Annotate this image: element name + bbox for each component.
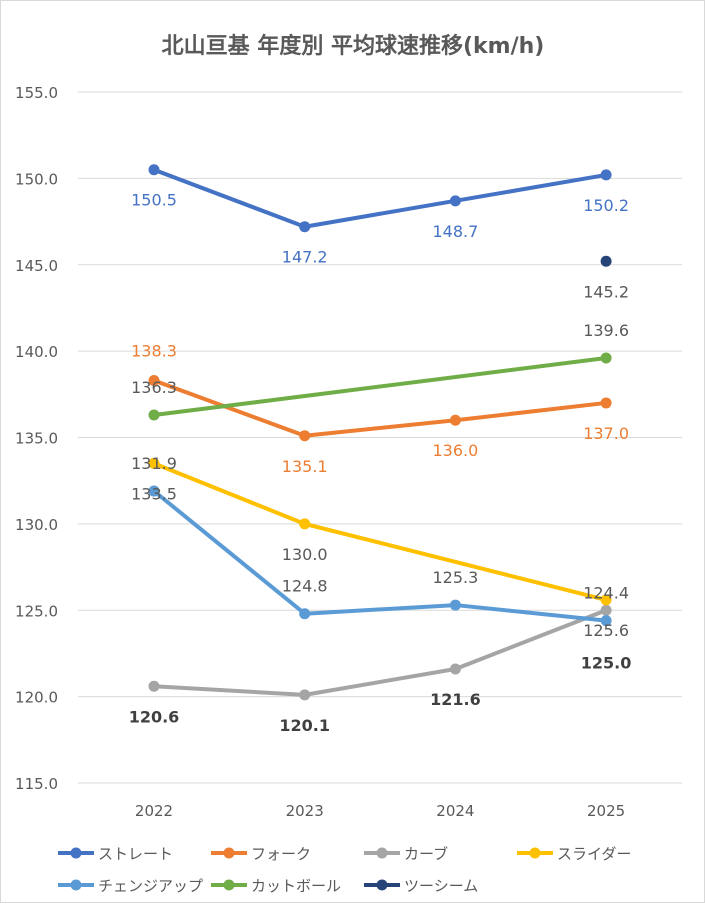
y-tick-label: 120.0 — [15, 689, 58, 707]
data-point — [148, 409, 160, 421]
data-point — [299, 689, 311, 701]
legend-item[interactable]: チェンジアップ — [58, 877, 203, 895]
legend-marker — [70, 847, 82, 859]
y-tick-label: 135.0 — [15, 430, 58, 448]
data-point — [600, 594, 612, 606]
data-label: 138.3 — [131, 341, 177, 360]
data-point — [148, 164, 160, 176]
y-tick-label: 115.0 — [15, 775, 58, 793]
data-label: 125.3 — [432, 568, 478, 587]
data-label: 125.6 — [583, 621, 629, 640]
data-point — [449, 663, 461, 675]
data-point — [148, 457, 160, 469]
legend-label: スライダー — [557, 845, 631, 863]
data-label: 136.3 — [131, 378, 177, 397]
legend-label: カーブ — [404, 845, 448, 863]
x-tick-label: 2023 — [286, 802, 324, 820]
data-point — [600, 169, 612, 181]
legend-label: フォーク — [251, 845, 311, 863]
chart-title: 北山亘基 年度別 平均球速推移(km/h) — [162, 33, 545, 59]
x-tick-label: 2024 — [436, 802, 474, 820]
legend-marker — [70, 879, 82, 891]
data-label: 147.2 — [282, 248, 328, 267]
data-point — [299, 518, 311, 530]
legend-item[interactable]: フォーク — [211, 845, 311, 863]
data-label: 137.0 — [583, 424, 629, 443]
legend-marker — [223, 847, 235, 859]
data-point — [600, 604, 612, 616]
series-line — [153, 356, 607, 418]
data-point — [600, 255, 612, 267]
y-tick-label: 150.0 — [15, 170, 58, 188]
data-point — [148, 485, 160, 497]
data-label: 124.8 — [282, 577, 328, 596]
series-line — [153, 167, 607, 229]
y-tick-label: 140.0 — [15, 343, 58, 361]
data-point — [148, 374, 160, 386]
data-point — [148, 680, 160, 692]
data-point — [600, 352, 612, 364]
data-point — [449, 599, 461, 611]
data-label: 148.7 — [432, 222, 478, 241]
legend-marker — [529, 847, 541, 859]
y-tick-label: 145.0 — [15, 257, 58, 275]
data-label: 150.2 — [583, 196, 629, 215]
y-tick-label: 130.0 — [15, 516, 58, 534]
legend-item[interactable]: ツーシーム — [364, 877, 478, 895]
series-line — [153, 608, 607, 697]
data-point — [600, 615, 612, 627]
data-label: 120.6 — [129, 707, 180, 726]
legend-item[interactable]: カットボール — [211, 877, 341, 895]
legend-item[interactable]: ストレート — [58, 845, 173, 863]
legend-label: ツーシーム — [404, 877, 478, 895]
data-label: 139.6 — [583, 321, 629, 340]
data-label: 131.9 — [131, 454, 177, 473]
data-point — [299, 430, 311, 442]
data-label: 121.6 — [430, 690, 481, 709]
data-label: 133.5 — [131, 484, 177, 503]
x-tick-label: 2025 — [587, 802, 625, 820]
data-point — [299, 221, 311, 233]
data-point — [449, 195, 461, 207]
legend-label: チェンジアップ — [98, 877, 203, 895]
data-label: 124.4 — [583, 584, 629, 603]
data-label: 135.1 — [282, 457, 328, 476]
series-line — [152, 489, 607, 623]
data-label: 130.0 — [282, 545, 328, 564]
data-label: 145.2 — [583, 282, 629, 301]
data-point — [299, 608, 311, 620]
y-tick-label: 155.0 — [15, 84, 58, 102]
data-label: 136.0 — [432, 441, 478, 460]
legend-marker — [376, 879, 388, 891]
series-line — [153, 461, 607, 602]
data-point — [600, 397, 612, 409]
legend-label: ストレート — [98, 845, 173, 863]
legend-item[interactable]: スライダー — [517, 845, 631, 863]
legend-label: カットボール — [251, 877, 341, 895]
legend-item[interactable]: カーブ — [364, 845, 448, 863]
data-label: 125.0 — [581, 653, 632, 672]
legend-marker — [223, 879, 235, 891]
data-label: 120.1 — [279, 716, 330, 735]
data-label: 150.5 — [131, 191, 177, 210]
x-tick-label: 2022 — [135, 802, 173, 820]
legend-marker — [376, 847, 388, 859]
series-line — [153, 378, 607, 438]
y-tick-label: 125.0 — [15, 602, 58, 620]
data-point — [449, 414, 461, 426]
